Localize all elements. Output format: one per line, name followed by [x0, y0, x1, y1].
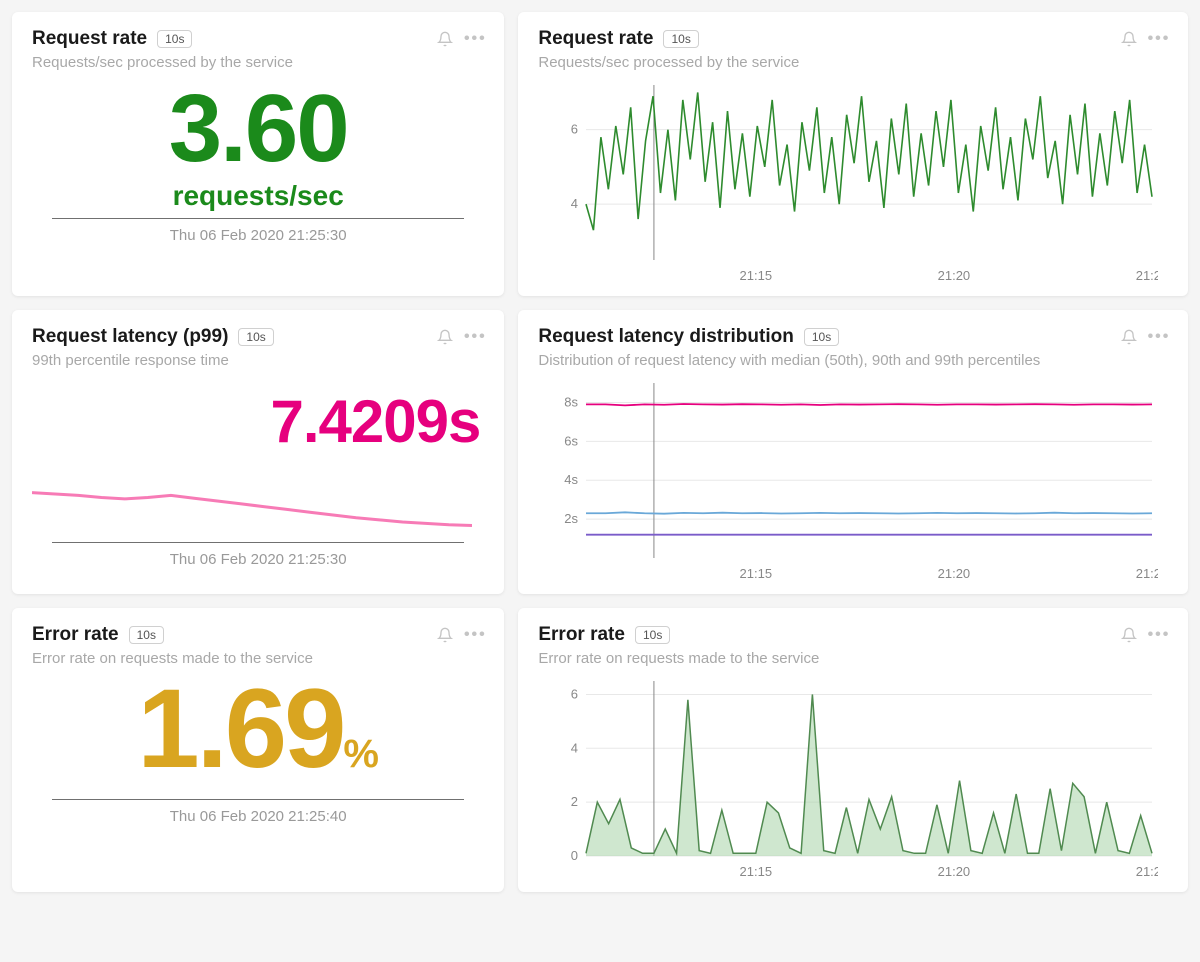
svg-text:6: 6	[571, 686, 578, 701]
interval-badge[interactable]: 10s	[635, 626, 670, 644]
timestamp: Thu 06 Feb 2020 21:25:30	[32, 551, 484, 568]
latency-sparkline	[32, 466, 484, 536]
bell-icon[interactable]	[1120, 626, 1138, 644]
card-actions: •••	[436, 626, 484, 644]
more-icon[interactable]: •••	[1150, 626, 1168, 644]
more-icon[interactable]: •••	[466, 626, 484, 644]
bell-icon[interactable]	[436, 626, 454, 644]
latency-value: 7.4209s	[32, 387, 480, 456]
latency-dist-chart[interactable]: 2s 4s 6s 8s 21:15 21:20 21:25	[538, 377, 1168, 582]
card-title: Error rate	[538, 624, 625, 646]
svg-text:21:15: 21:15	[740, 566, 773, 581]
request-rate-unit: requests/sec	[32, 180, 484, 212]
interval-badge[interactable]: 10s	[157, 30, 192, 48]
bell-icon[interactable]	[1120, 30, 1138, 48]
interval-badge[interactable]: 10s	[129, 626, 164, 644]
interval-badge[interactable]: 10s	[238, 328, 273, 346]
card-error-rate-value: Error rate 10s ••• Error rate on request…	[12, 608, 504, 892]
svg-text:4: 4	[571, 740, 578, 755]
bell-icon[interactable]	[436, 328, 454, 346]
card-header: Request rate 10s •••	[32, 28, 484, 50]
card-header: Request latency (p99) 10s •••	[32, 326, 484, 348]
svg-text:4: 4	[571, 196, 578, 211]
card-subtitle: Requests/sec processed by the service	[538, 54, 1168, 71]
card-title: Request rate	[538, 28, 653, 50]
card-actions: •••	[436, 30, 484, 48]
card-title: Request latency (p99)	[32, 326, 228, 348]
error-rate-unit: %	[343, 732, 379, 776]
svg-text:21:25: 21:25	[1136, 566, 1158, 581]
card-latency-distribution: Request latency distribution 10s ••• Dis…	[518, 310, 1188, 594]
svg-text:21:25: 21:25	[1136, 268, 1158, 283]
card-subtitle: Error rate on requests made to the servi…	[538, 650, 1168, 667]
more-icon[interactable]: •••	[466, 30, 484, 48]
error-rate-value: 1.69	[137, 666, 343, 791]
error-value-wrap: 1.69%	[32, 673, 484, 785]
card-latency-value: Request latency (p99) 10s ••• 99th perce…	[12, 310, 504, 594]
card-title: Error rate	[32, 624, 119, 646]
card-actions: •••	[1120, 30, 1168, 48]
request-rate-chart[interactable]: 4 6 21:15 21:20 21:25	[538, 79, 1168, 284]
svg-text:6s: 6s	[565, 433, 579, 448]
card-request-rate-value: Request rate 10s ••• Requests/sec proces…	[12, 12, 504, 296]
request-rate-value: 3.60	[32, 79, 484, 180]
svg-text:21:25: 21:25	[1136, 864, 1158, 879]
more-icon[interactable]: •••	[466, 328, 484, 346]
svg-text:21:20: 21:20	[938, 268, 971, 283]
card-subtitle: Error rate on requests made to the servi…	[32, 650, 484, 667]
divider	[52, 799, 464, 800]
svg-text:4s: 4s	[565, 472, 579, 487]
svg-text:8s: 8s	[565, 394, 579, 409]
card-title: Request rate	[32, 28, 147, 50]
card-actions: •••	[436, 328, 484, 346]
card-subtitle: 99th percentile response time	[32, 352, 484, 369]
svg-text:2: 2	[571, 794, 578, 809]
card-subtitle: Distribution of request latency with med…	[538, 352, 1168, 369]
svg-text:21:15: 21:15	[740, 268, 773, 283]
dashboard-grid: Request rate 10s ••• Requests/sec proces…	[12, 12, 1188, 892]
big-value-wrap: 3.60 requests/sec	[32, 79, 484, 212]
divider	[52, 542, 464, 543]
card-title: Request latency distribution	[538, 326, 793, 348]
card-header: Request latency distribution 10s •••	[538, 326, 1168, 348]
interval-badge[interactable]: 10s	[804, 328, 839, 346]
card-header: Error rate 10s •••	[32, 624, 484, 646]
svg-text:6: 6	[571, 122, 578, 137]
svg-text:21:15: 21:15	[740, 864, 773, 879]
card-error-rate-chart: Error rate 10s ••• Error rate on request…	[518, 608, 1188, 892]
bell-icon[interactable]	[436, 30, 454, 48]
card-subtitle: Requests/sec processed by the service	[32, 54, 484, 71]
error-rate-chart[interactable]: 0 2 4 6 21:15 21:20 21:25	[538, 675, 1168, 880]
timestamp: Thu 06 Feb 2020 21:25:30	[32, 227, 484, 244]
more-icon[interactable]: •••	[1150, 30, 1168, 48]
card-header: Error rate 10s •••	[538, 624, 1168, 646]
divider	[52, 218, 464, 219]
svg-text:2s: 2s	[565, 511, 579, 526]
svg-text:21:20: 21:20	[938, 566, 971, 581]
card-actions: •••	[1120, 328, 1168, 346]
card-actions: •••	[1120, 626, 1168, 644]
svg-text:0: 0	[571, 848, 578, 863]
interval-badge[interactable]: 10s	[663, 30, 698, 48]
bell-icon[interactable]	[1120, 328, 1138, 346]
card-request-rate-chart: Request rate 10s ••• Requests/sec proces…	[518, 12, 1188, 296]
card-header: Request rate 10s •••	[538, 28, 1168, 50]
more-icon[interactable]: •••	[1150, 328, 1168, 346]
timestamp: Thu 06 Feb 2020 21:25:40	[32, 808, 484, 825]
svg-text:21:20: 21:20	[938, 864, 971, 879]
